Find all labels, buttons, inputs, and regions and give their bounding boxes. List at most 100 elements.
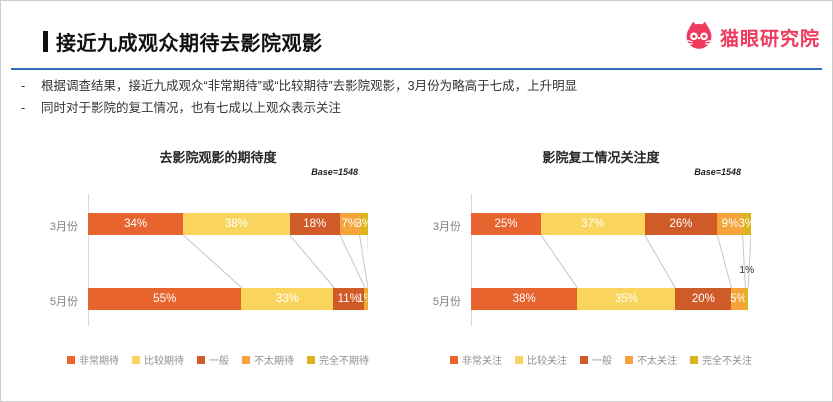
axis-category-label: 5月份 [432, 296, 461, 308]
bar-segment: 25% [471, 213, 541, 235]
bar-row: 3月份 34% 38% 18% 7% 3% [50, 213, 372, 235]
bar-value-label: 34% [124, 218, 148, 230]
title-accent-bar [43, 31, 48, 52]
bar-segment: 3% [355, 213, 372, 235]
axis-category-label: 5月份 [49, 296, 78, 308]
chart-title: 影院复工情况关注度 [542, 150, 660, 165]
bullet-item: - 根据调查结果，接近九成观众“非常期待”或“比较期待”去影院观影，3月份为略高… [21, 75, 812, 97]
legend-swatch [580, 355, 588, 364]
header: 接近九成观众期待去影院观影 [43, 27, 323, 56]
bar-value-label: 3% [355, 218, 373, 230]
bar-segment: 7% [339, 213, 360, 235]
bar-value-label: 9% [721, 218, 739, 230]
bar-value-label: 35% [614, 293, 638, 305]
legend-item: 完全不期待 [307, 352, 369, 367]
legend-label: 一般 [209, 356, 229, 367]
legend-label: 完全不期待 [319, 356, 369, 367]
bullet-text: 同时对于影院的复工情况，也有七成以上观众表示关注 [41, 101, 342, 115]
legend-item: 比较关注 [515, 352, 567, 367]
bar-segment: 18% [289, 213, 340, 235]
logo: 猫眼研究院 [683, 19, 820, 56]
bar-value-label: 18% [303, 218, 327, 230]
bar-segment: 55% [88, 288, 242, 310]
bar-segment: 20% [675, 288, 732, 310]
bar-segment: 3% [738, 213, 755, 235]
bar-value-label: 33% [275, 293, 299, 305]
axis-category-label: 3月份 [49, 221, 78, 233]
bar-value-label: 3% [738, 218, 756, 230]
legend-item: 一般 [580, 352, 612, 367]
legend-label: 比较期待 [144, 356, 184, 367]
chart-title: 去影院观影的期待度 [159, 150, 277, 165]
legend-swatch [132, 355, 140, 364]
bar-segment [366, 288, 368, 310]
bar-segment: 5% [730, 288, 747, 310]
bullet-text: 根据调查结果，接近九成观众“非常期待”或“比较期待”去影院观影，3月份为略高于七… [41, 79, 578, 93]
legend-swatch [625, 355, 633, 364]
legend-label: 一般 [592, 356, 612, 367]
legend-label: 非常关注 [462, 356, 502, 367]
bar-segment: 35% [577, 288, 676, 310]
chart-expectation: 去影院观影的期待度 Base=1548 3月份 34% 38% 18% 7% 3% 5月份 5… [38, 147, 398, 367]
bar-value-label: 38% [224, 218, 248, 230]
legend-item: 不太期待 [242, 352, 294, 367]
bar-row: 5月份 38% 35% 20% 5% [433, 288, 751, 310]
bar-value-label: 20% [691, 293, 715, 305]
bar-value-label: 26% [669, 218, 693, 230]
legend-item: 非常期待 [67, 352, 119, 367]
bar-value-label-outside: 1% [739, 264, 755, 276]
connector-lines [182, 234, 368, 289]
y-axis-line [471, 194, 472, 326]
legend: 非常期待 比较期待 一般 不太期待 完全不期待 [38, 352, 398, 367]
legend-swatch [67, 355, 75, 364]
bar-row: 5月份 55% 33% 11% 1% [50, 288, 374, 310]
bar-value-label: 1% [357, 293, 374, 305]
legend-swatch [197, 355, 205, 364]
legend-swatch [242, 355, 250, 364]
plot-area: 3月份 25% 37% 26% 9% 3% 1% 5月份 38% 35% 20% 5% [433, 194, 755, 326]
legend-swatch [450, 355, 458, 364]
bar-value-label: 5% [730, 293, 747, 305]
bar-row: 3月份 25% 37% 26% 9% 3% [433, 213, 755, 235]
bar-value-label: 38% [512, 293, 536, 305]
bar-segment: 26% [644, 213, 718, 235]
page-title: 接近九成观众期待去影院观影 [56, 33, 323, 55]
bullet-dash: - [21, 79, 26, 93]
bar-segment: 38% [183, 213, 290, 235]
y-axis-line [88, 194, 89, 326]
bar-segment [745, 288, 749, 310]
bullet-item: - 同时对于影院的复工情况，也有七成以上观众表示关注 [21, 97, 812, 119]
legend-label: 比较关注 [527, 356, 567, 367]
legend-item: 非常关注 [450, 352, 502, 367]
legend-label: 非常期待 [79, 356, 119, 367]
bar-segment: 9% [717, 213, 743, 235]
legend-item: 比较期待 [132, 352, 184, 367]
legend-item: 完全不关注 [690, 352, 752, 367]
legend: 非常关注 比较关注 一般 不太关注 完全不关注 [421, 352, 781, 367]
chart-reopen-attention: 影院复工情况关注度 Base=1548 3月份 25% 37% 26% 9% 3% 1% 5月… [421, 147, 781, 367]
bar-segment: 37% [541, 213, 645, 235]
legend-label: 不太期待 [254, 356, 294, 367]
bar-value-label: 55% [153, 293, 177, 305]
bar-value-label: 25% [494, 218, 518, 230]
legend-swatch [690, 355, 698, 364]
legend-swatch [515, 355, 523, 364]
legend-item: 不太关注 [625, 352, 677, 367]
cat-logo-icon [683, 19, 715, 56]
bar-value-label: 11% [337, 293, 360, 305]
bar-value-label: 37% [581, 218, 605, 230]
base-label: Base=1548 [694, 167, 741, 177]
divider-line [11, 68, 822, 70]
legend-label: 完全不关注 [702, 356, 752, 367]
legend-item: 一般 [197, 352, 229, 367]
bar-segment: 34% [88, 213, 184, 235]
legend-swatch [307, 355, 315, 364]
bar-value-label: 7% [341, 218, 359, 230]
logo-text: 猫眼研究院 [719, 29, 820, 50]
plot-area: 3月份 34% 38% 18% 7% 3% 5月份 55% 33% 11% 1% [50, 194, 374, 326]
bar-segment: 1% [357, 288, 374, 310]
bullet-list: - 根据调查结果，接近九成观众“非常期待”或“比较期待”去影院观影，3月份为略高… [21, 75, 812, 119]
legend-label: 不太关注 [637, 356, 677, 367]
bar-segment: 11% [333, 288, 365, 310]
